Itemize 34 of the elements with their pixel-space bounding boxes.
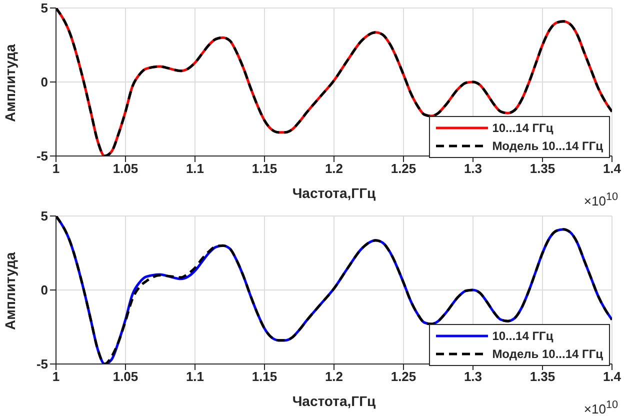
x-tick-label: 1.15 xyxy=(252,369,278,384)
legend-label: Модель 10...14 ГГц xyxy=(492,347,603,361)
x-tick-label: 1.35 xyxy=(530,369,556,384)
legend-label: Модель 10...14 ГГц xyxy=(492,139,603,153)
legend-label: 10...14 ГГц xyxy=(492,329,554,343)
y-tick-label: 5 xyxy=(40,208,48,224)
x-tick-label: 1.2 xyxy=(324,369,344,384)
y-tick-label: 0 xyxy=(40,74,48,90)
x-tick-label: 1.25 xyxy=(390,369,416,384)
x-axis-title: Частота,ГГц xyxy=(292,185,376,201)
x-tick-label: 1.4 xyxy=(602,369,622,384)
y-axis-title: Амплитуда xyxy=(2,252,18,330)
x-tick-label: 1.35 xyxy=(530,161,556,176)
text: ×10$^{10}$ xyxy=(584,398,618,416)
legend-label: 10...14 ГГц xyxy=(492,121,554,135)
x-tick-label: 1.15 xyxy=(252,161,278,176)
x-tick-label: 1.05 xyxy=(112,161,138,176)
x-axis-title: Частота,ГГц xyxy=(292,393,376,409)
y-tick-label: -5 xyxy=(36,148,48,164)
x-tick-label: 1.3 xyxy=(464,369,482,384)
text: ×10$^{10}$ xyxy=(584,190,618,208)
y-tick-label: 0 xyxy=(40,282,48,298)
x-tick-label: 1.2 xyxy=(324,161,344,176)
x-tick-label: 1.1 xyxy=(186,369,204,384)
x-tick-label: 1.3 xyxy=(464,161,482,176)
x-tick-label: 1.4 xyxy=(602,161,622,176)
y-axis-title: Амплитуда xyxy=(2,44,18,122)
x-tick-label: 1.25 xyxy=(390,161,416,176)
y-tick-label: -5 xyxy=(36,356,48,372)
x-tick-label: 1.1 xyxy=(186,161,204,176)
x-tick-label: 1 xyxy=(52,161,60,176)
y-tick-label: 5 xyxy=(40,0,48,16)
x-tick-label: 1 xyxy=(52,369,60,384)
x-tick-label: 1.05 xyxy=(112,369,138,384)
